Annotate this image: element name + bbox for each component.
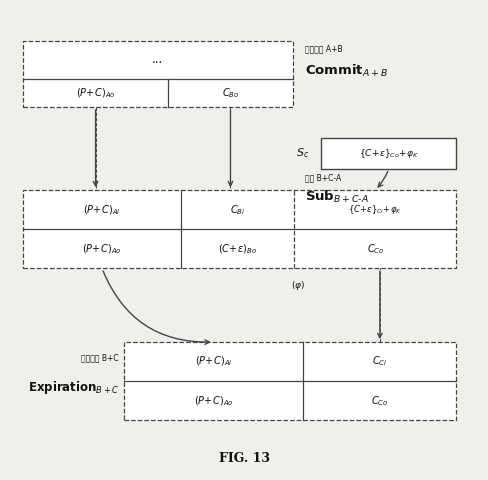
- Bar: [124, 342, 456, 420]
- Text: 期限切れ B+C: 期限切れ B+C: [81, 353, 119, 362]
- Text: $C_{Bo}$: $C_{Bo}$: [222, 86, 239, 100]
- Text: コミット A+B: コミット A+B: [305, 44, 342, 53]
- Text: $(P\!+\!C)_{Ao}$: $(P\!+\!C)_{Ao}$: [82, 242, 122, 256]
- Text: $(P\!+\!C)_{Ao}$: $(P\!+\!C)_{Ao}$: [76, 86, 116, 100]
- Bar: [23, 190, 456, 268]
- Text: $C_{Ci}$: $C_{Ci}$: [372, 355, 387, 369]
- Text: $(C\!+\!\varepsilon)_{Bo}$: $(C\!+\!\varepsilon)_{Bo}$: [218, 242, 257, 256]
- Bar: [322, 138, 456, 169]
- Text: $C_{Co}$: $C_{Co}$: [366, 242, 384, 256]
- Text: ...: ...: [152, 53, 163, 67]
- Bar: [23, 41, 292, 107]
- Text: $(\varphi)$: $(\varphi)$: [291, 278, 305, 291]
- Text: FIG. 13: FIG. 13: [219, 452, 270, 465]
- Text: サブ B+C-A: サブ B+C-A: [305, 174, 341, 183]
- Text: $\mathbf{Expiration}_{B+C}$: $\mathbf{Expiration}_{B+C}$: [28, 379, 119, 396]
- Text: $S_c$: $S_c$: [296, 146, 309, 160]
- Text: $(P\!+\!C)_{Ai}$: $(P\!+\!C)_{Ai}$: [195, 355, 232, 368]
- Text: $C_{Bi}$: $C_{Bi}$: [230, 203, 245, 216]
- Text: $(P\!+\!C)_{Ai}$: $(P\!+\!C)_{Ai}$: [83, 203, 121, 216]
- Text: $(P\!+\!C)_{Ao}$: $(P\!+\!C)_{Ao}$: [194, 394, 233, 408]
- Text: $\{C\!+\!\varepsilon\}_{Co}\!+\!\varphi_K$: $\{C\!+\!\varepsilon\}_{Co}\!+\!\varphi_…: [359, 147, 419, 160]
- Text: $\mathbf{Commit}_{A+B}$: $\mathbf{Commit}_{A+B}$: [305, 62, 387, 79]
- Text: $\{C\!+\!\varepsilon\}_{Ci}\!+\!\varphi_K$: $\{C\!+\!\varepsilon\}_{Ci}\!+\!\varphi_…: [348, 203, 402, 216]
- Text: $C_{Co}$: $C_{Co}$: [371, 394, 388, 408]
- Text: $\mathbf{Sub}_{B+C\text{-}A}$: $\mathbf{Sub}_{B+C\text{-}A}$: [305, 189, 368, 205]
